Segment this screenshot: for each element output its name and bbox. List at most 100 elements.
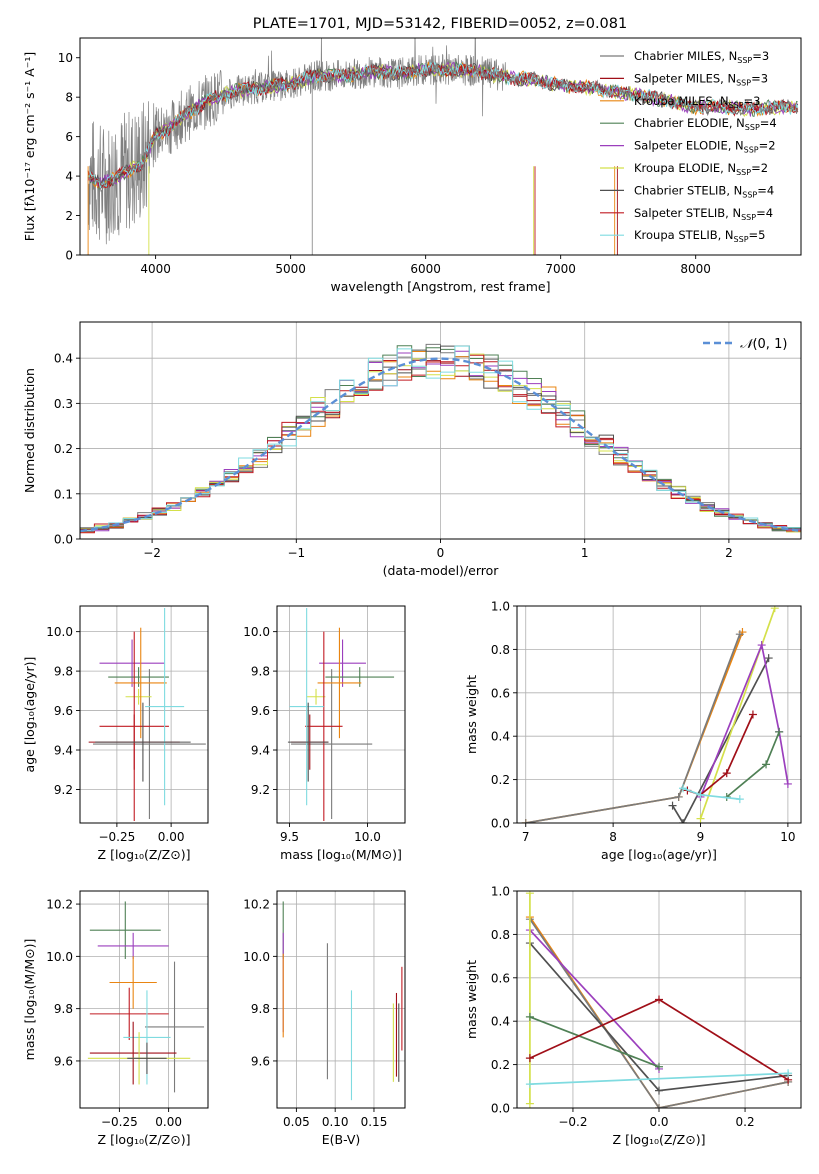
weight-vs-age-xtick-label: 9 [697,830,705,844]
residuals-xtick-label: −2 [143,546,161,560]
weight-vs-z-xtick-label: 0.2 [736,1115,755,1129]
legend-label: Salpeter STELIB, NSSP=4 [634,206,773,222]
age-vs-z-xtick-label: 0.00 [158,830,185,844]
spectrum-ytick-label: 4 [65,170,73,184]
weight-line [529,1016,660,1068]
weight-vs-z-ytick-label: 0.0 [491,1102,510,1116]
mass-vs-z-xtick-label: −0.25 [101,1115,138,1129]
spectrum-ytick-label: 10 [58,51,73,65]
mass-vs-z-frame [79,890,209,1109]
weight-vs-z-ylabel: mass weight [464,960,479,1039]
mass-vs-ebv-ytick-label: 9.8 [251,1002,270,1016]
weight-marker [655,1062,663,1071]
weight-vs-z-xtick-label: 0.0 [649,1115,668,1129]
weight-vs-age-ytick-label: 0.2 [491,773,510,787]
mass-vs-ebv-frame [276,890,406,1109]
weight-marker [696,814,705,823]
weight-marker [525,1012,534,1021]
residuals-xlabel: (data-model)/error [383,563,500,578]
mass-vs-z-ytick-label: 10.0 [46,950,73,964]
age-vs-z-ytick-label: 9.4 [54,744,73,758]
weight-marker [655,1086,663,1095]
weight-vs-age-xtick-label: 8 [609,830,617,844]
legend-label: Chabrier MILES, NSSP=3 [634,49,769,65]
weight-vs-z-frame [516,890,802,1109]
age-vs-mass-ytick-label: 9.2 [251,783,270,797]
mass-vs-z-xlabel: Z [log₁₀(Z/Z⊙)] [98,1132,191,1147]
residuals-ytick-label: 0.3 [54,397,73,411]
mass-vs-z-ytick-label: 10.2 [46,898,73,912]
weight-marker [521,819,530,823]
residuals-ytick-label: 0.4 [54,352,73,366]
weight-vs-z-ytick-label: 1.0 [491,885,510,899]
mass-vs-ebv-xtick-label: 0.15 [361,1115,388,1129]
weight-vs-age-frame [516,605,802,824]
age-vs-mass-plot-area [287,607,395,822]
legend-label: Kroupa STELIB, NSSP=5 [634,228,765,244]
weight-vs-z-ytick-label: 0.2 [491,1058,510,1072]
age-vs-z-ylabel: age [log₁₀(age/yr)] [22,657,37,773]
spectrum-xtick-label: 4000 [140,262,171,276]
spectrum-xtick-label: 5000 [275,262,306,276]
spectrum-frame [79,37,802,256]
residuals-xtick-label: 0 [437,546,445,560]
mass-vs-z-ylabel: mass [log₁₀(M/M⊙)] [22,939,37,1061]
legend-label: 𝒩(0, 1) [740,337,787,352]
weight-vs-age-xtick-label: 7 [522,830,530,844]
weight-marker [757,641,766,650]
weight-vs-z-xlabel: Z [log₁₀(Z/Z⊙)] [613,1132,706,1147]
weight-line [671,657,770,823]
spectrum-ytick-label: 6 [65,130,73,144]
spectrum-ytick-label: 2 [65,209,73,223]
weight-marker [748,710,757,719]
age-vs-mass-ytick-label: 9.6 [251,704,270,718]
mass-vs-ebv-ytick-label: 10.2 [243,898,270,912]
residual-histogram [80,354,801,534]
weight-marker [784,1069,793,1078]
age-vs-z-xlabel: Z [log₁₀(Z/Z⊙)] [98,847,191,862]
weight-marker [525,1054,534,1063]
weight-vs-z-plot-area [525,891,793,1108]
weight-marker [655,995,663,1004]
weight-marker [764,654,773,663]
weight-marker [668,801,677,810]
weight-vs-age-xlabel: age [log₁₀(age/yr)] [601,847,717,862]
age-vs-mass-ytick-label: 10.0 [243,625,270,639]
weight-marker [525,1080,534,1089]
weight-vs-age-ylabel: mass weight [464,675,479,754]
spectrum-ylabel: Flux [fλ10⁻¹⁷ erg cm⁻² s⁻¹ A⁻¹] [22,52,37,241]
weight-marker [735,795,744,804]
weight-marker [679,784,688,793]
weight-vs-z-ytick-label: 0.6 [491,971,510,985]
residuals-xtick-label: −1 [287,546,305,560]
mass-vs-z-ytick-label: 9.6 [54,1054,73,1068]
spectrum-xtick-label: 6000 [410,262,441,276]
weight-vs-z-ytick-label: 0.8 [491,928,510,942]
residual-histogram [80,345,801,530]
weight-marker [679,819,688,823]
age-vs-z-plot-area [88,607,206,822]
normal-reference-curve [80,357,799,533]
weight-marker [775,727,784,736]
mass-vs-z-plot-area [87,901,205,1093]
spectrum-xlabel: wavelength [Angstrom, rest frame] [330,279,550,294]
weight-vs-age-ytick-label: 0.6 [491,686,510,700]
spectrum-ytick-label: 0 [65,249,73,263]
weight-vs-z-ytick-label: 0.4 [491,1015,510,1029]
model-spectrum-line [87,62,799,190]
mass-vs-z-xtick-label: 0.00 [155,1115,182,1129]
legend-label: Kroupa ELODIE, NSSP=2 [634,161,768,177]
weight-vs-age-plot-area [521,606,792,823]
observed-spectrum-line [87,38,507,245]
weight-marker [735,630,744,639]
legend-label: Chabrier STELIB, NSSP=4 [634,183,774,199]
age-vs-mass-frame [276,605,406,824]
spectrum-xtick-label: 7000 [545,262,576,276]
model-spectrum-line [87,61,799,190]
age-vs-z-frame [79,605,209,824]
residuals-xtick-label: 2 [725,546,733,560]
age-vs-z-xtick-label: −0.25 [98,830,135,844]
weight-vs-age-xtick-label: 10 [780,830,795,844]
weight-line [529,929,660,1070]
